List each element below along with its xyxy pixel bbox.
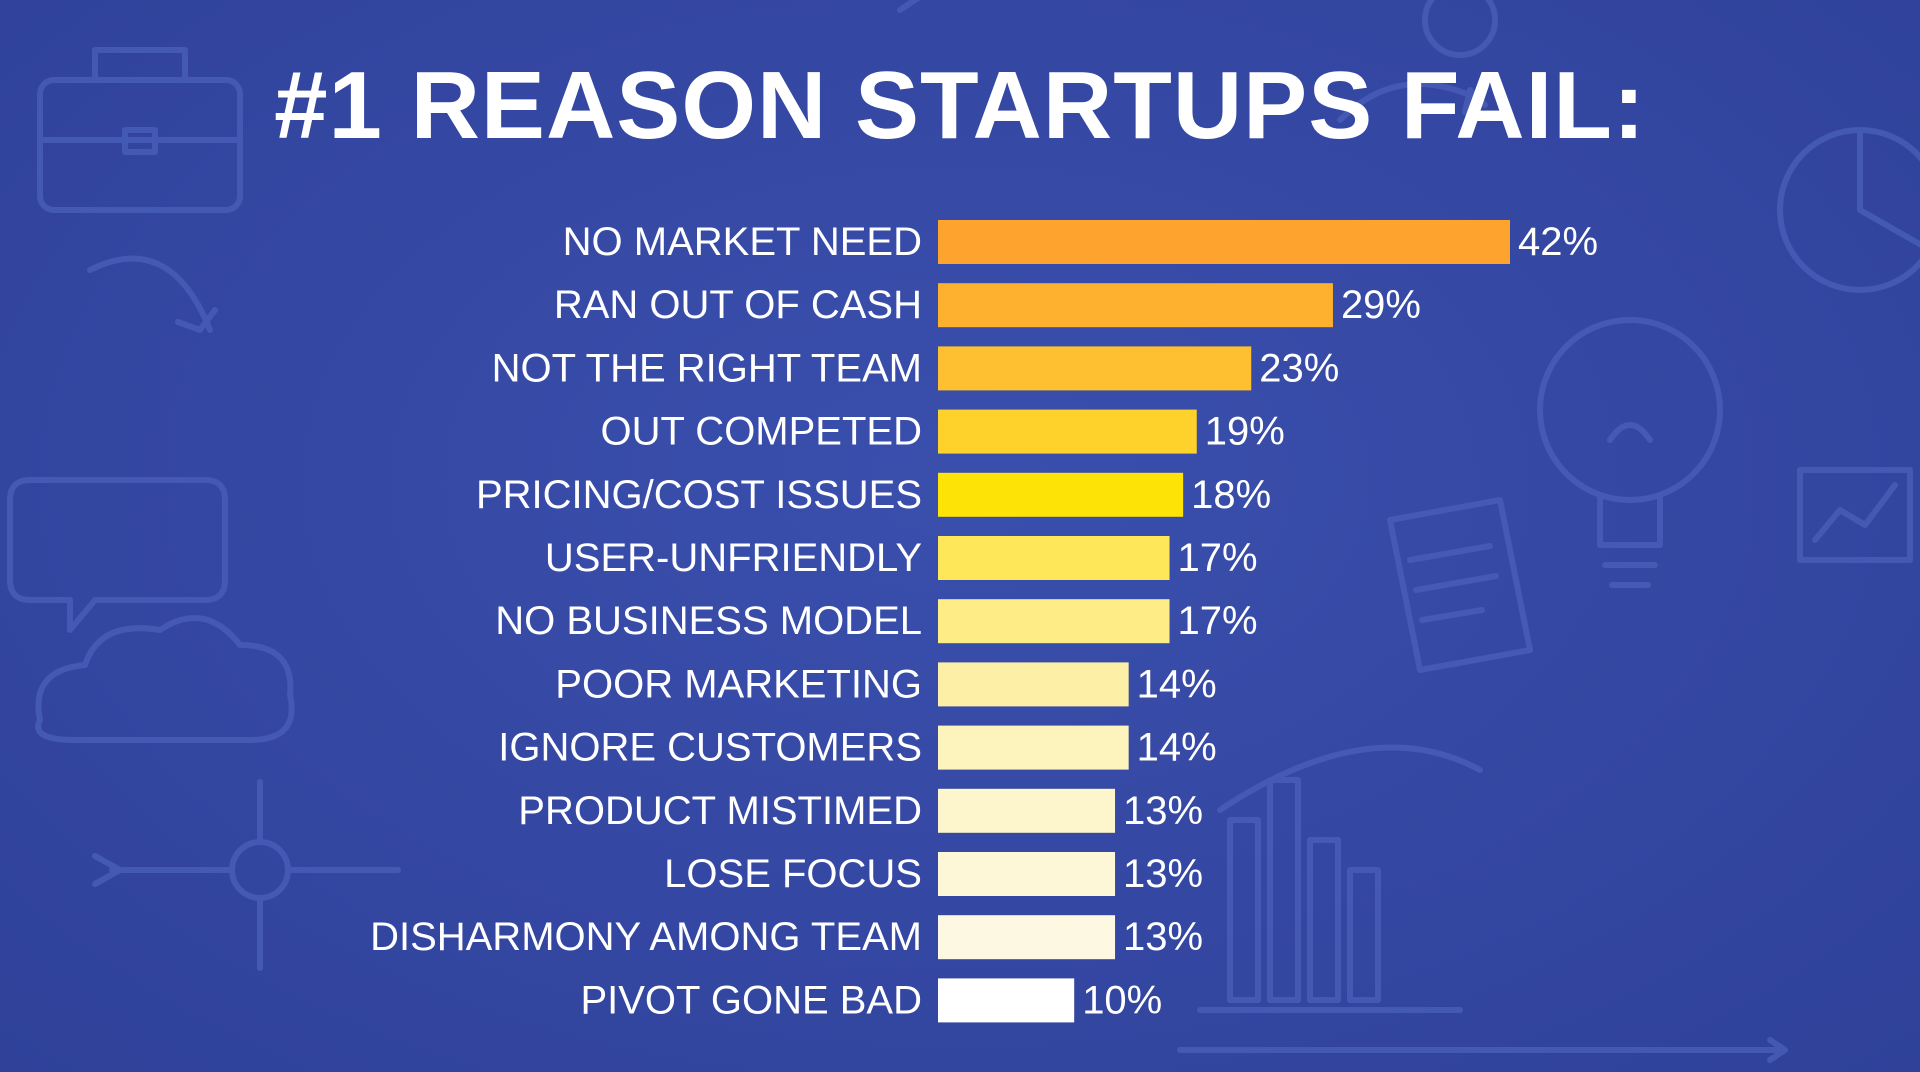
network-doodle-icon (92, 779, 401, 971)
value-label: 19% (1205, 410, 1285, 454)
category-label: OUT COMPETED (600, 410, 922, 454)
bottom-arrow-doodle-icon (1177, 1037, 1788, 1063)
bar (938, 978, 1075, 1023)
value-label: 13% (1123, 789, 1203, 833)
line-chart-doodle-icon (1797, 467, 1913, 563)
category-label: NO MARKET NEED (563, 220, 922, 264)
category-label: NOT THE RIGHT TEAM (492, 346, 922, 390)
category-label: PIVOT GONE BAD (580, 978, 922, 1022)
bar (938, 220, 1510, 264)
briefcase-doodle-icon (37, 47, 243, 213)
value-label: 29% (1341, 283, 1421, 327)
bar (938, 536, 1170, 580)
value-label: 42% (1518, 220, 1598, 264)
bar (938, 599, 1170, 644)
value-label: 13% (1123, 852, 1203, 896)
category-label: POOR MARKETING (555, 662, 922, 706)
category-label: LOSE FOCUS (664, 852, 922, 896)
bar-chart-doodle-icon (1197, 744, 1483, 1013)
value-label: 14% (1137, 662, 1217, 706)
lightbulb-doodle-icon (1537, 317, 1723, 588)
category-label: DISHARMONY AMONG TEAM (370, 915, 922, 959)
bar (938, 409, 1197, 454)
page-title: #1 REASON STARTUPS FAIL: (274, 52, 1646, 159)
pen-doodle-icon (897, 0, 921, 13)
value-label: 14% (1137, 726, 1217, 770)
document-doodle-icon (1387, 497, 1533, 673)
category-label: RAN OUT OF CASH (554, 283, 922, 327)
category-label: PRODUCT MISTIMED (518, 789, 922, 833)
category-label: IGNORE CUSTOMERS (498, 726, 922, 770)
value-label: 23% (1259, 346, 1339, 390)
arrow-doodle-icon (1337, 81, 1488, 123)
value-label: 10% (1082, 978, 1162, 1022)
bar (938, 472, 1184, 517)
speech-bubble-doodle-icon (7, 477, 228, 633)
bar (938, 283, 1333, 328)
bar (938, 346, 1252, 391)
curved-arrow-doodle-icon (87, 255, 218, 333)
bar (938, 725, 1129, 770)
bar (938, 788, 1116, 833)
category-label: NO BUSINESS MODEL (495, 599, 922, 643)
pie-chart-doodle-icon (1777, 127, 1920, 293)
gear-doodle-icon (1422, 0, 1498, 58)
value-label: 13% (1123, 915, 1203, 959)
value-label: 18% (1191, 473, 1271, 517)
value-label: 17% (1178, 599, 1258, 643)
category-label: PRICING/COST ISSUES (476, 473, 922, 517)
bar (938, 852, 1116, 896)
cloud-doodle-icon (35, 615, 295, 743)
category-label: USER-UNFRIENDLY (545, 536, 922, 580)
bar (938, 915, 1116, 960)
value-label: 17% (1178, 536, 1258, 580)
bar (938, 662, 1129, 707)
